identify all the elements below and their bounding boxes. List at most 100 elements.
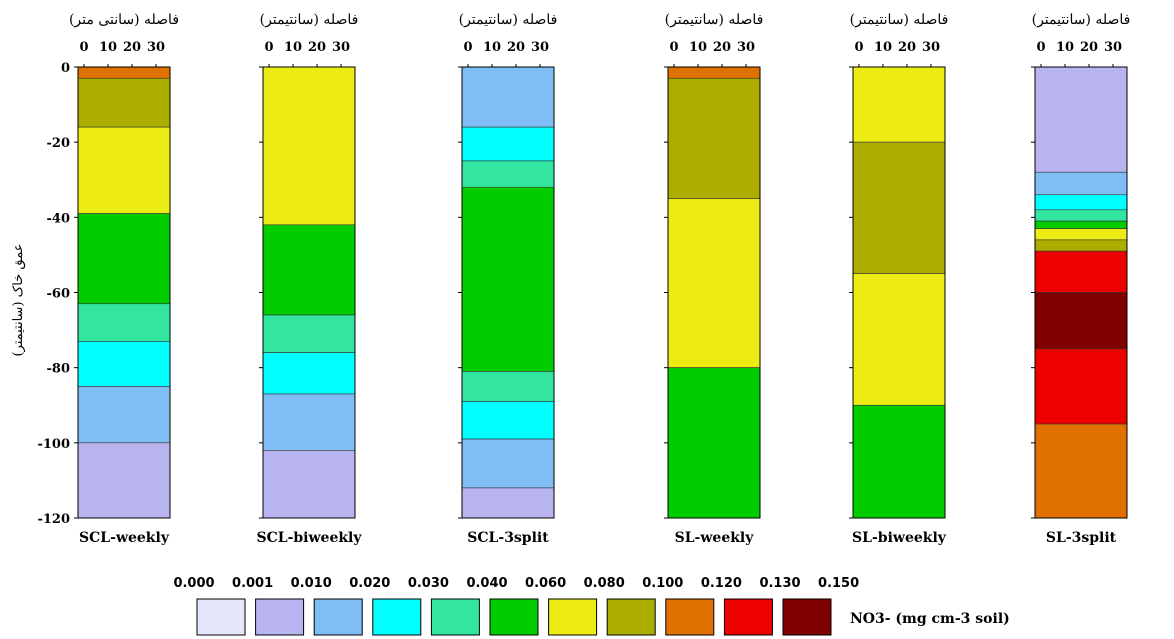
- x-tick-label: 30: [147, 40, 165, 55]
- contour-band: [1034, 171, 1128, 196]
- legend-swatch: [196, 598, 246, 636]
- contour-band: [262, 314, 356, 353]
- x-tick-label: 10: [284, 40, 302, 55]
- x-tick-label: 0: [264, 40, 273, 55]
- panel-SL-3split: 0 10 20 30 فاصله (سانتیمتر) SL-3split: [1031, 12, 1130, 546]
- x-tick-label: 10: [1056, 40, 1074, 55]
- contour-band: [77, 341, 171, 387]
- legend-level-label: 0.100: [642, 576, 683, 591]
- legend-swatch: [430, 598, 480, 636]
- x-tick-label: 20: [507, 40, 525, 55]
- y-tick-label: -80: [47, 362, 71, 377]
- contour-band: [1034, 348, 1128, 425]
- legend-swatch: [782, 598, 832, 636]
- x-tick-label: 30: [332, 40, 350, 55]
- panel-top-label: فاصله (سانتیمتر): [850, 12, 949, 28]
- x-tick-label: 20: [1080, 40, 1098, 55]
- y-tick-label: -40: [47, 211, 71, 226]
- contour-band: [852, 66, 946, 143]
- y-tick-label: -20: [47, 136, 71, 151]
- legend-level-label: 0.130: [759, 576, 800, 591]
- contour-band: [77, 126, 171, 214]
- x-tick-label: 20: [123, 40, 141, 55]
- contour-band: [77, 442, 171, 519]
- y-tick-label: -120: [37, 512, 70, 527]
- legend-level-label: 0.001: [232, 576, 273, 591]
- x-tick-label: 20: [898, 40, 916, 55]
- panel-top-label: فاصله (سانتی متر): [69, 12, 179, 28]
- contour-band: [461, 160, 555, 188]
- panel-name: SL-weekly: [675, 530, 755, 546]
- contour-band: [262, 66, 356, 226]
- contour-band: [1034, 66, 1128, 173]
- contour-band: [1034, 292, 1128, 350]
- contour-band: [1034, 250, 1128, 293]
- legend-level-label: 0.120: [701, 576, 742, 591]
- y-tick-label: -100: [37, 437, 70, 452]
- x-tick-label: 0: [463, 40, 472, 55]
- x-tick-label: 30: [531, 40, 549, 55]
- legend-level-label: 0.080: [584, 576, 625, 591]
- legend-swatch: [665, 598, 715, 636]
- legend-level-label: 0.020: [349, 576, 390, 591]
- panel-name: SL-3split: [1046, 530, 1117, 546]
- panel-SL-weekly: 0 10 20 30 فاصله (سانتیمتر) SL-weekly: [664, 12, 763, 546]
- panel-SL-biweekly: 0 10 20 30 فاصله (سانتیمتر) SL-biweekly: [849, 12, 948, 546]
- legend-swatch: [489, 598, 539, 636]
- panel-SCL-weekly: 0 10 20 30 فاصله (سانتی متر) SCL-weekly: [69, 12, 179, 546]
- legend-swatch: [372, 598, 422, 636]
- y-axis-label: عمق خاک (سانتیمتر): [11, 243, 26, 356]
- contour-band: [1034, 239, 1128, 252]
- x-tick-label: 0: [1036, 40, 1045, 55]
- legend-level-label: 0.150: [818, 576, 859, 591]
- legend-swatch: [255, 598, 305, 636]
- legend-level-label: 0.060: [525, 576, 566, 591]
- contour-band: [1034, 209, 1128, 222]
- x-tick-label: 30: [922, 40, 940, 55]
- contour-band: [667, 367, 761, 519]
- legend-swatch: [313, 598, 363, 636]
- contour-band: [1034, 194, 1128, 211]
- panel-top-label: فاصله (سانتیمتر): [1032, 12, 1131, 28]
- contour-band: [461, 126, 555, 162]
- x-tick-label: 10: [689, 40, 707, 55]
- contour-band: [461, 66, 555, 128]
- x-tick-label: 10: [874, 40, 892, 55]
- contour-band: [1034, 220, 1128, 229]
- contour-band: [77, 66, 171, 79]
- contour-band: [667, 77, 761, 199]
- contour-band: [77, 213, 171, 305]
- x-tick-label: 10: [99, 40, 117, 55]
- x-tick-label: 0: [669, 40, 678, 55]
- legend-level-label: 0.000: [173, 576, 214, 591]
- contour-band: [262, 393, 356, 451]
- contour-band: [262, 224, 356, 316]
- contour-band: [667, 198, 761, 368]
- contour-band: [262, 352, 356, 395]
- panel-SCL-3split: 0 10 20 30 فاصله (سانتیمتر) SCL-3split: [458, 12, 557, 546]
- legend-unit-label: NO3- (mg cm-3 soil): [850, 611, 1010, 627]
- contour-band: [461, 438, 555, 489]
- contour-band: [1034, 228, 1128, 241]
- contour-band: [77, 303, 171, 342]
- contour-band: [667, 66, 761, 79]
- legend-swatch: [606, 598, 656, 636]
- x-tick-label: 0: [854, 40, 863, 55]
- y-tick-label: 0: [61, 61, 70, 76]
- y-tick-label: -60: [47, 287, 71, 302]
- panel-top-label: فاصله (سانتیمتر): [459, 12, 558, 28]
- x-tick-label: 0: [79, 40, 88, 55]
- contour-band: [852, 273, 946, 406]
- legend-level-label: 0.030: [408, 576, 449, 591]
- contour-band: [262, 450, 356, 519]
- contour-band: [461, 371, 555, 402]
- contour-band: [77, 77, 171, 128]
- panel-name: SCL-3split: [467, 530, 549, 546]
- contour-band: [1034, 423, 1128, 519]
- panel-top-label: فاصله (سانتیمتر): [665, 12, 764, 28]
- panel-name: SCL-weekly: [79, 530, 170, 546]
- legend-level-label: 0.040: [466, 576, 507, 591]
- panel-top-label: فاصله (سانتیمتر): [260, 12, 359, 28]
- panel-SCL-biweekly: 0 10 20 30 فاصله (سانتیمتر) SCL-biweekly: [256, 12, 362, 546]
